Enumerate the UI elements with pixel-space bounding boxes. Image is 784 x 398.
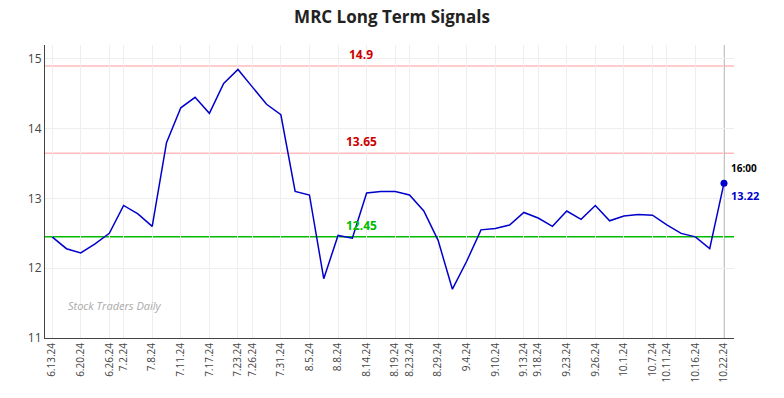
svg-text:8.8.24: 8.8.24 <box>330 343 344 371</box>
svg-text:7.23.24: 7.23.24 <box>230 343 244 377</box>
svg-text:7.2.24: 7.2.24 <box>116 343 130 371</box>
svg-text:Stock Traders Daily: Stock Traders Daily <box>68 298 162 313</box>
svg-text:7.11.24: 7.11.24 <box>173 343 187 377</box>
svg-text:10.7.24: 10.7.24 <box>645 343 659 377</box>
svg-text:13: 13 <box>28 190 42 207</box>
svg-text:15: 15 <box>28 50 42 67</box>
svg-text:8.19.24: 8.19.24 <box>387 343 401 377</box>
svg-text:12.45: 12.45 <box>346 217 377 234</box>
svg-text:10.22.24: 10.22.24 <box>716 343 730 383</box>
svg-text:7.26.24: 7.26.24 <box>245 343 259 377</box>
svg-text:9.26.24: 9.26.24 <box>588 343 602 377</box>
svg-text:8.5.24: 8.5.24 <box>302 343 316 371</box>
svg-text:7.8.24: 7.8.24 <box>144 343 158 371</box>
svg-text:9.18.24: 9.18.24 <box>530 343 544 377</box>
svg-text:8.14.24: 8.14.24 <box>359 343 373 377</box>
svg-text:7.31.24: 7.31.24 <box>273 343 287 377</box>
svg-text:10.11.24: 10.11.24 <box>659 343 673 383</box>
svg-text:13.22: 13.22 <box>731 188 759 203</box>
svg-text:13.65: 13.65 <box>346 133 377 150</box>
svg-text:9.13.24: 9.13.24 <box>516 343 530 377</box>
svg-text:14.9: 14.9 <box>349 46 373 63</box>
svg-text:9.10.24: 9.10.24 <box>488 343 502 377</box>
svg-text:9.23.24: 9.23.24 <box>559 343 573 377</box>
svg-text:10.16.24: 10.16.24 <box>688 343 702 383</box>
svg-text:7.17.24: 7.17.24 <box>202 343 216 377</box>
svg-text:MRC Long Term Signals: MRC Long Term Signals <box>294 5 490 28</box>
svg-text:6.20.24: 6.20.24 <box>73 343 87 377</box>
svg-text:16:00: 16:00 <box>731 161 757 175</box>
svg-text:11: 11 <box>28 329 42 346</box>
svg-text:10.1.24: 10.1.24 <box>616 343 630 377</box>
svg-text:6.26.24: 6.26.24 <box>102 343 116 377</box>
svg-text:9.4.24: 9.4.24 <box>459 343 473 371</box>
svg-text:6.13.24: 6.13.24 <box>44 343 58 377</box>
svg-text:8.29.24: 8.29.24 <box>430 343 444 377</box>
svg-text:12: 12 <box>28 259 42 276</box>
svg-text:8.23.24: 8.23.24 <box>402 343 416 377</box>
svg-text:14: 14 <box>28 120 42 137</box>
